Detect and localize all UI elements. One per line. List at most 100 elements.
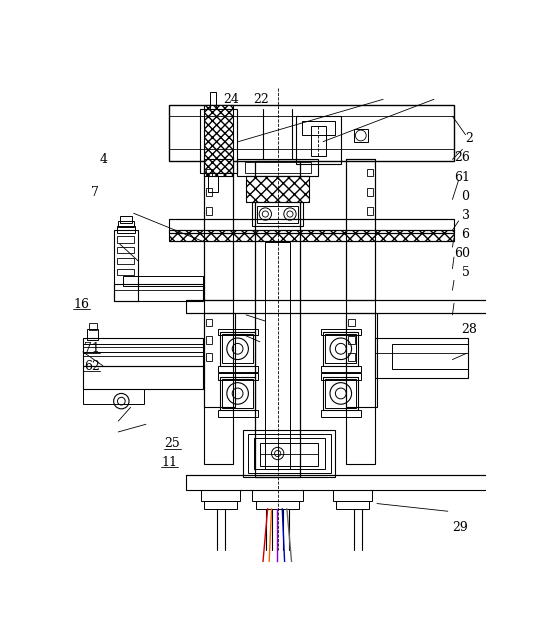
Text: 16: 16 [74, 298, 89, 311]
Bar [117, 269, 134, 275]
Bar [265, 242, 290, 469]
Text: 61: 61 [454, 171, 470, 184]
Bar [321, 373, 361, 380]
Text: 2: 2 [465, 132, 473, 145]
Bar [245, 163, 311, 173]
Bar [206, 319, 212, 326]
Text: 11: 11 [162, 456, 178, 469]
Text: 3: 3 [461, 209, 470, 222]
Bar [346, 159, 375, 464]
Text: 24: 24 [223, 93, 239, 106]
Bar [220, 377, 255, 410]
Text: 6: 6 [461, 228, 470, 241]
Bar [217, 410, 258, 417]
Text: 29: 29 [453, 521, 469, 533]
Bar [260, 443, 319, 466]
Text: 62: 62 [84, 360, 100, 373]
Bar [89, 323, 97, 330]
Bar [186, 300, 499, 313]
Bar [169, 105, 454, 161]
Bar [248, 434, 331, 472]
Bar [83, 366, 203, 389]
Bar [206, 337, 212, 344]
Bar [222, 379, 253, 408]
Bar [217, 373, 258, 380]
Bar [117, 258, 134, 264]
Bar [367, 188, 373, 196]
Bar [311, 126, 326, 156]
Bar [302, 121, 335, 135]
Bar [321, 410, 361, 417]
Bar [217, 366, 258, 372]
Bar [325, 334, 356, 363]
Text: 26: 26 [454, 151, 470, 164]
Bar [201, 490, 240, 501]
Bar [252, 203, 303, 225]
Bar [346, 159, 375, 300]
Bar [204, 105, 233, 177]
Bar [348, 354, 355, 361]
Bar [367, 207, 373, 215]
Bar [217, 329, 258, 335]
Bar [367, 169, 373, 177]
Bar [336, 501, 368, 509]
Bar [208, 177, 217, 192]
Bar [169, 231, 454, 241]
Bar [257, 206, 299, 222]
Bar [114, 284, 203, 301]
Bar [256, 501, 299, 509]
Bar [210, 91, 216, 109]
Bar [83, 338, 203, 366]
Bar [117, 236, 134, 243]
Bar [117, 226, 135, 232]
Bar [296, 116, 341, 164]
Bar [120, 217, 132, 222]
Bar [348, 319, 355, 326]
Bar [222, 334, 253, 363]
Bar [321, 329, 361, 335]
Bar [348, 337, 355, 344]
Bar [323, 332, 359, 366]
Bar [392, 344, 468, 369]
Bar [186, 475, 499, 490]
Bar [246, 177, 309, 203]
Bar [88, 329, 98, 340]
Bar [252, 490, 303, 501]
Bar [333, 490, 372, 501]
Bar [237, 159, 319, 177]
Text: 60: 60 [454, 247, 470, 260]
Bar [204, 159, 233, 300]
Bar [204, 313, 235, 407]
Bar [243, 431, 335, 477]
Text: 28: 28 [461, 323, 477, 336]
Bar [255, 161, 300, 477]
Bar [206, 188, 212, 196]
Text: 0: 0 [461, 190, 470, 203]
Bar [206, 207, 212, 215]
Bar [206, 169, 212, 177]
Bar [204, 159, 233, 464]
Bar [114, 231, 138, 301]
Bar [206, 354, 212, 361]
Text: 4: 4 [99, 153, 107, 166]
Text: 22: 22 [254, 93, 269, 106]
Bar [83, 389, 144, 404]
Bar [354, 128, 368, 142]
Bar [118, 221, 134, 227]
Text: 25: 25 [164, 438, 180, 450]
Bar [204, 501, 237, 509]
Text: 5: 5 [461, 266, 470, 279]
Bar [346, 313, 377, 407]
Bar [117, 247, 134, 253]
Bar [169, 218, 454, 232]
Bar [123, 276, 203, 286]
Bar [325, 379, 356, 408]
Bar [220, 332, 255, 366]
Bar [254, 438, 325, 469]
Bar [200, 109, 237, 173]
Bar [323, 377, 359, 410]
Bar [375, 338, 468, 378]
Bar [83, 344, 203, 352]
Text: 7: 7 [91, 186, 99, 199]
Bar [321, 366, 361, 372]
